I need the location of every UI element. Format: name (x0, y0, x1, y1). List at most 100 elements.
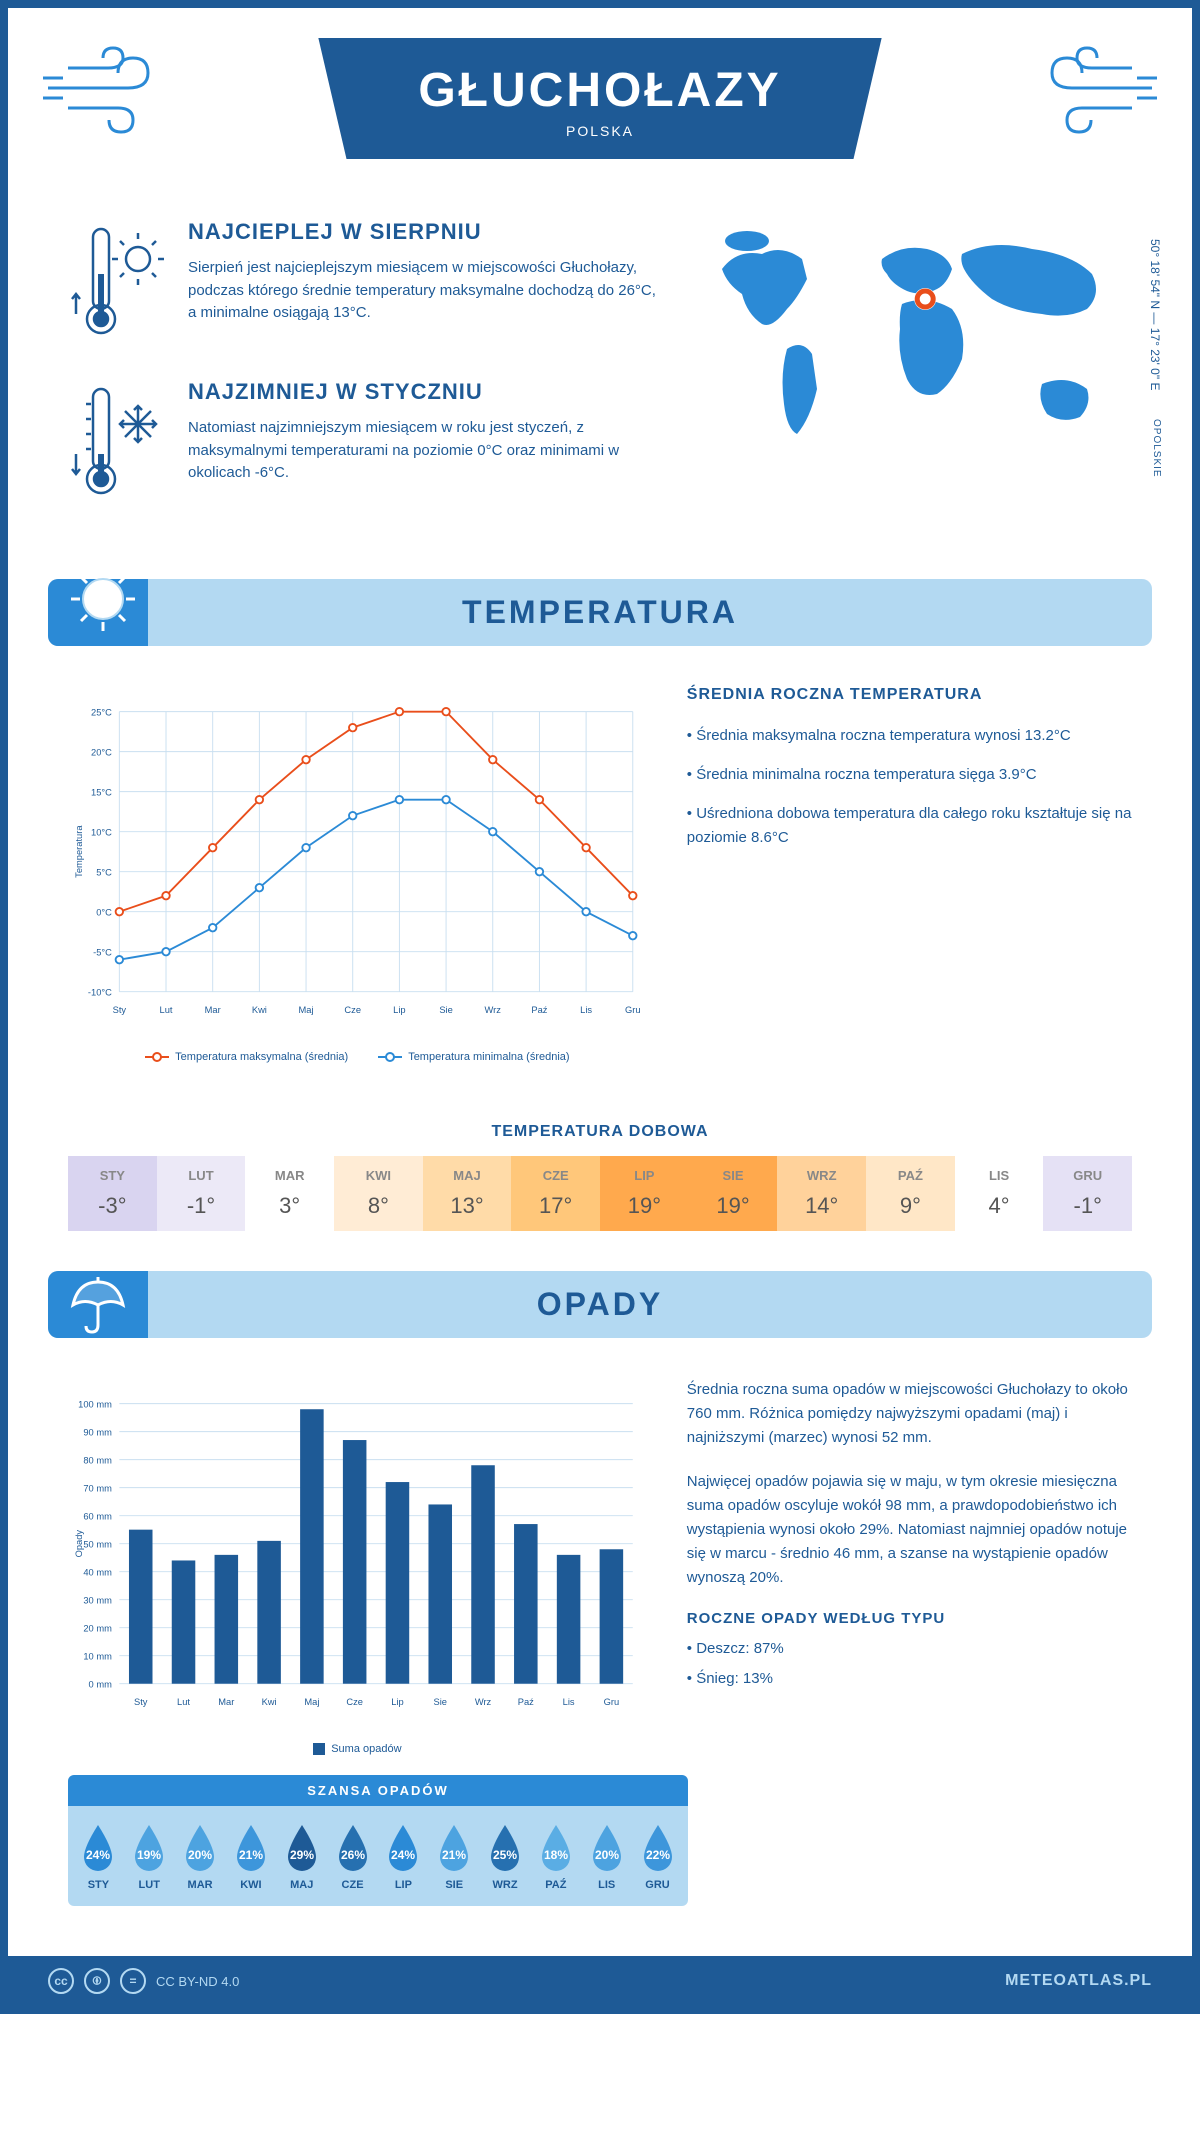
svg-text:24%: 24% (86, 1848, 110, 1862)
svg-text:60 mm: 60 mm (83, 1511, 112, 1521)
precipitation-header: OPADY (48, 1271, 1152, 1338)
legend-sum-label: Suma opadów (331, 1743, 401, 1755)
chance-cell: 22%GRU (632, 1821, 683, 1891)
svg-text:Sty: Sty (134, 1697, 148, 1707)
coldest-title: NAJZIMNIEJ W STYCZNIU (188, 379, 662, 405)
daily-month-label: KWI (334, 1168, 423, 1183)
daily-temp-value: 14° (777, 1193, 866, 1219)
daily-month-label: SIE (689, 1168, 778, 1183)
daily-temp-value: 19° (600, 1193, 689, 1219)
sun-icon (68, 564, 138, 634)
svg-text:Lis: Lis (563, 1697, 575, 1707)
daily-temp-cell: LIP 19° (600, 1156, 689, 1231)
raindrop-icon: 25% (484, 1821, 526, 1873)
svg-text:0°C: 0°C (96, 907, 112, 917)
nd-icon: = (120, 1968, 146, 1994)
svg-text:Mar: Mar (205, 1005, 221, 1015)
precip-p1: Średnia roczna suma opadów w miejscowośc… (687, 1378, 1132, 1450)
legend-min-label: Temperatura minimalna (średnia) (408, 1051, 569, 1063)
footer: cc 🅯 = CC BY-ND 4.0 METEOATLAS.PL (8, 1956, 1192, 2006)
thermometer-hot-icon (68, 219, 168, 349)
svg-text:21%: 21% (239, 1848, 263, 1862)
svg-text:15°C: 15°C (91, 787, 112, 797)
chance-cell: 20% LIS (581, 1821, 632, 1891)
chance-month-label: MAR (175, 1879, 226, 1891)
cc-icon: cc (48, 1968, 74, 1994)
svg-text:100 mm: 100 mm (78, 1399, 112, 1409)
raindrop-icon: 21% (433, 1821, 475, 1873)
svg-text:20%: 20% (188, 1848, 212, 1862)
temp-bullet: • Średnia minimalna roczna temperatura s… (687, 763, 1132, 787)
daily-month-label: LUT (157, 1168, 246, 1183)
daily-temp-cell: LUT -1° (157, 1156, 246, 1231)
daily-temp-table: STY-3°LUT-1°MAR3°KWI8°MAJ13°CZE17°LIP19°… (68, 1156, 1132, 1231)
raindrop-icon: 18% (535, 1821, 577, 1873)
umbrella-icon (63, 1270, 133, 1340)
svg-text:Lut: Lut (177, 1697, 190, 1707)
svg-text:Sty: Sty (113, 1005, 127, 1015)
svg-text:Lis: Lis (580, 1005, 592, 1015)
daily-temp-value: 13° (423, 1193, 512, 1219)
svg-text:29%: 29% (290, 1848, 314, 1862)
daily-temp-value: 19° (689, 1193, 778, 1219)
precipitation-legend: Suma opadów (68, 1743, 647, 1755)
thermometer-cold-icon (68, 379, 168, 509)
svg-text:18%: 18% (544, 1848, 568, 1862)
daily-month-label: GRU (1043, 1168, 1132, 1183)
svg-text:10°C: 10°C (91, 827, 112, 837)
precip-type-bullet: • Deszcz: 87% (687, 1637, 1132, 1661)
daily-month-label: WRZ (777, 1168, 866, 1183)
header: GŁUCHOŁAZY POLSKA (8, 8, 1192, 199)
temp-info-title: ŚREDNIA ROCZNA TEMPERATURA (687, 686, 1132, 704)
daily-temp-cell: LIS4° (955, 1156, 1044, 1231)
svg-text:Mar: Mar (218, 1697, 234, 1707)
daily-temp-value: 3° (245, 1193, 334, 1219)
daily-month-label: MAR (245, 1168, 334, 1183)
precip-type-title: ROCZNE OPADY WEDŁUG TYPU (687, 1610, 1132, 1627)
svg-text:20%: 20% (595, 1848, 619, 1862)
precipitation-chance: SZANSA OPADÓW 24%STY19%LUT20%MAR21%KWI29… (68, 1775, 688, 1906)
svg-text:19%: 19% (137, 1848, 161, 1862)
chance-cell: 21%SIE (429, 1821, 480, 1891)
precip-type-bullet: • Śnieg: 13% (687, 1667, 1132, 1691)
svg-text:Maj: Maj (299, 1005, 314, 1015)
warmest-title: NAJCIEPLEJ W SIERPNIU (188, 219, 662, 245)
chance-title: SZANSA OPADÓW (68, 1775, 688, 1806)
svg-text:50 mm: 50 mm (83, 1539, 112, 1549)
svg-text:25°C: 25°C (91, 707, 112, 717)
raindrop-icon: 24% (77, 1821, 119, 1873)
precip-p2: Najwięcej opadów pojawia się w maju, w t… (687, 1470, 1132, 1590)
daily-temp-cell: MAJ13° (423, 1156, 512, 1231)
chance-month-label: LIS (581, 1879, 632, 1891)
chance-cell: 20% MAR (175, 1821, 226, 1891)
precipitation-chart: 0 mm10 mm20 mm30 mm40 mm50 mm60 mm70 mm8… (68, 1378, 647, 1755)
daily-month-label: PAŹ (866, 1168, 955, 1183)
license-label: CC BY-ND 4.0 (156, 1974, 239, 1989)
temperature-chart: -10°C-5°C0°C5°C10°C15°C20°C25°CStyLutMar… (68, 686, 647, 1063)
chance-month-label: LIP (378, 1879, 429, 1891)
info-section: NAJCIEPLEJ W SIERPNIU Sierpień jest najc… (8, 199, 1192, 579)
temp-bullet: • Uśredniona dobowa temperatura dla całe… (687, 802, 1132, 850)
wind-icon-left (38, 38, 178, 138)
svg-text:Sie: Sie (439, 1005, 452, 1015)
svg-text:-10°C: -10°C (88, 987, 112, 997)
city-title: GŁUCHOŁAZY (418, 63, 781, 118)
daily-month-label: LIP (600, 1168, 689, 1183)
svg-text:30 mm: 30 mm (83, 1595, 112, 1605)
svg-text:Gru: Gru (625, 1005, 641, 1015)
precipitation-info: Średnia roczna suma opadów w miejscowośc… (687, 1378, 1132, 1755)
svg-text:80 mm: 80 mm (83, 1455, 112, 1465)
raindrop-icon: 20% (179, 1821, 221, 1873)
daily-temp-value: -1° (157, 1193, 246, 1219)
site-label: METEOATLAS.PL (1005, 1972, 1152, 1990)
svg-text:Temperatura: Temperatura (74, 825, 84, 878)
raindrop-icon: 29% (281, 1821, 323, 1873)
header-banner: GŁUCHOŁAZY POLSKA (318, 38, 881, 159)
daily-temp-cell: STY-3° (68, 1156, 157, 1231)
chance-month-label: CZE (327, 1879, 378, 1891)
by-icon: 🅯 (84, 1968, 110, 1994)
svg-text:0 mm: 0 mm (89, 1679, 113, 1689)
chance-month-label: MAJ (276, 1879, 327, 1891)
temperature-info: ŚREDNIA ROCZNA TEMPERATURA • Średnia mak… (687, 686, 1132, 1063)
chance-cell: 19%LUT (124, 1821, 175, 1891)
